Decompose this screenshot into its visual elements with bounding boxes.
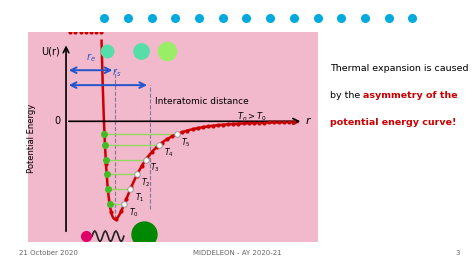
Text: 21 October 2020: 21 October 2020 — [19, 250, 78, 256]
Text: Potential Energy: Potential Energy — [27, 104, 36, 173]
Text: 3: 3 — [456, 250, 460, 256]
Text: asymmetry of the: asymmetry of the — [363, 91, 458, 100]
Text: Interatomic distance: Interatomic distance — [155, 97, 249, 106]
Text: potential energy curve!: potential energy curve! — [330, 118, 456, 127]
Text: $T_n > T_0$: $T_n > T_0$ — [237, 111, 266, 123]
Text: r: r — [306, 116, 310, 126]
Text: $r_s$: $r_s$ — [112, 66, 121, 79]
Text: U(r): U(r) — [42, 47, 60, 57]
Text: 0: 0 — [54, 116, 60, 126]
Text: $T_1$: $T_1$ — [135, 192, 144, 204]
Text: $T_4$: $T_4$ — [164, 147, 173, 159]
Text: $T_0$: $T_0$ — [128, 206, 138, 219]
Text: by the: by the — [330, 91, 363, 100]
Text: $T_5$: $T_5$ — [182, 136, 191, 149]
Text: $T_3$: $T_3$ — [150, 162, 160, 174]
Text: $r_e$: $r_e$ — [86, 51, 96, 64]
Text: $T_2$: $T_2$ — [141, 177, 151, 189]
Text: Thermal expansion is caused: Thermal expansion is caused — [330, 64, 468, 73]
Text: MIDDELEON - AY 2020-21: MIDDELEON - AY 2020-21 — [193, 250, 281, 256]
